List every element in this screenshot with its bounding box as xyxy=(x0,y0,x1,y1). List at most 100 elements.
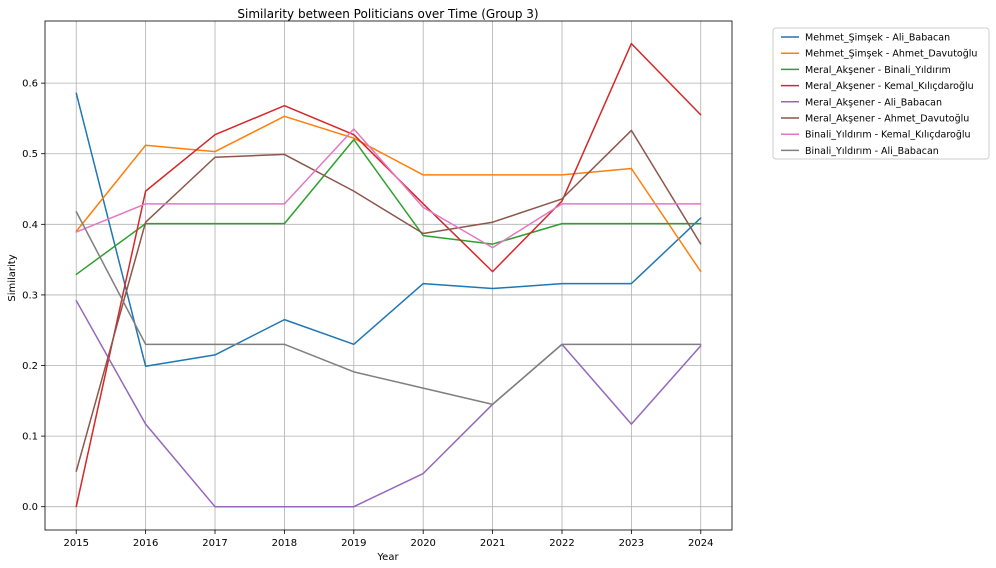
data-point xyxy=(491,174,494,176)
data-point xyxy=(214,134,216,136)
x-tick-label: 2020 xyxy=(410,538,435,549)
data-point xyxy=(353,343,355,345)
data-point xyxy=(630,343,632,345)
data-point xyxy=(422,174,424,176)
legend-label: Meral_Akşener - Ahmet_Davutoğlu xyxy=(805,114,969,125)
data-point xyxy=(145,144,147,146)
y-tick-label: 0.1 xyxy=(22,432,38,443)
data-point xyxy=(422,232,424,235)
data-point xyxy=(700,243,702,245)
data-point xyxy=(75,506,77,508)
x-axis-label: Year xyxy=(376,552,399,563)
y-tick-label: 0.4 xyxy=(22,220,38,231)
data-point xyxy=(145,190,147,192)
data-point xyxy=(353,190,355,192)
data-point xyxy=(491,221,494,223)
data-point xyxy=(700,114,702,116)
y-tick-label: 0.0 xyxy=(22,502,38,513)
data-point xyxy=(422,206,424,208)
data-point xyxy=(491,271,494,273)
series-lines xyxy=(75,42,702,508)
data-point xyxy=(700,203,702,205)
data-point xyxy=(630,203,632,205)
data-point xyxy=(353,137,355,139)
y-tick-label: 0.2 xyxy=(22,361,38,372)
data-point xyxy=(353,128,355,130)
data-point xyxy=(630,223,632,225)
series-line-3 xyxy=(75,138,701,276)
x-tick-label: 2023 xyxy=(619,538,644,549)
y-tick-label: 0.5 xyxy=(22,149,38,160)
data-point xyxy=(630,42,632,45)
legend: Mehmet_Şimşek - Ali_Babacan Mehmet_Şimşek… xyxy=(772,27,990,160)
legend-label: Mehmet_Şimşek - Ali_Babacan xyxy=(805,33,950,44)
x-tick-label: 2022 xyxy=(549,538,574,549)
legend-label: Meral_Akşener - Binali_Yıldırım xyxy=(805,65,951,76)
x-tick-label: 2021 xyxy=(480,538,505,549)
data-point xyxy=(145,221,147,223)
grid-lines xyxy=(45,21,732,530)
data-point xyxy=(422,472,424,475)
data-point xyxy=(491,403,494,405)
data-point xyxy=(700,217,702,219)
data-point xyxy=(422,203,424,205)
data-point xyxy=(353,139,355,141)
data-point xyxy=(214,343,216,345)
data-point xyxy=(422,387,424,389)
data-point xyxy=(283,203,286,205)
data-point xyxy=(491,287,494,290)
data-point xyxy=(561,174,563,176)
data-point xyxy=(214,203,216,205)
chart-title: Similarity between Politicians over Time… xyxy=(237,7,538,21)
data-point xyxy=(145,365,147,367)
data-point xyxy=(561,203,563,205)
legend-frame xyxy=(772,27,990,160)
data-point xyxy=(145,203,147,205)
data-point xyxy=(283,105,286,107)
x-tick-label: 2024 xyxy=(688,538,713,549)
x-axis-ticks: 2015 2016 2017 2018 2019 2020 2021 2022 2023 2024 xyxy=(64,530,713,549)
series-line-6 xyxy=(75,129,702,472)
x-tick-label: 2019 xyxy=(341,538,366,549)
data-point xyxy=(283,506,286,508)
data-point xyxy=(561,198,563,200)
data-point xyxy=(700,345,702,347)
data-point xyxy=(353,134,355,136)
x-tick-label: 2015 xyxy=(64,538,89,549)
x-tick-label: 2017 xyxy=(202,538,227,549)
y-tick-label: 0.6 xyxy=(22,79,38,90)
data-point xyxy=(630,283,632,285)
data-point xyxy=(145,423,147,425)
series-line-8 xyxy=(75,211,701,406)
data-point xyxy=(491,247,494,249)
data-point xyxy=(75,273,77,276)
plot-area xyxy=(45,21,732,530)
series-line-2 xyxy=(75,115,702,273)
data-point xyxy=(214,506,216,508)
legend-label: Binali_Yıldırım - Kemal_Kılıçdaroğlu xyxy=(805,130,971,141)
y-axis-label: Similarity xyxy=(7,254,18,301)
data-point xyxy=(491,243,494,245)
legend-label: Binali_Yıldırım - Ali_Babacan xyxy=(805,146,939,157)
data-point xyxy=(353,371,355,373)
data-point xyxy=(214,151,216,153)
data-point xyxy=(283,223,286,225)
data-point xyxy=(75,231,77,233)
data-point xyxy=(353,506,355,508)
data-point xyxy=(75,470,77,473)
legend-label: Meral_Akşener - Kemal_Kılıçdaroğlu xyxy=(805,81,974,92)
legend-label: Meral_Akşener - Ali_Babacan xyxy=(805,97,942,108)
y-axis-ticks: 0.0 0.1 0.2 0.3 0.4 0.5 0.6 xyxy=(22,79,45,513)
data-point xyxy=(630,129,632,132)
data-point xyxy=(700,343,702,345)
data-point xyxy=(283,343,286,345)
plot-frame xyxy=(44,20,733,531)
data-point xyxy=(700,271,702,273)
x-tick-label: 2018 xyxy=(272,538,297,549)
data-point xyxy=(561,343,563,345)
series-line-1 xyxy=(75,92,702,367)
data-point xyxy=(700,223,702,225)
data-point xyxy=(214,223,216,225)
data-point xyxy=(561,223,563,225)
data-point xyxy=(283,319,286,321)
